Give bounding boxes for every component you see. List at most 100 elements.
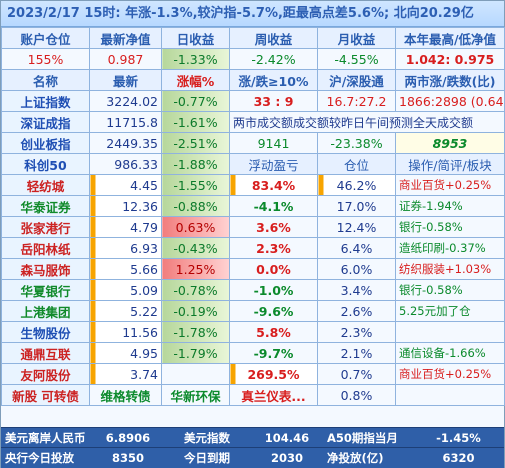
index-row-cyb[interactable]: 创业板指 2449.35 -2.51% 9141 -23.38% 8953 [1, 132, 505, 154]
stock-change: -1.55% [161, 174, 230, 196]
index-name[interactable]: 上证指数 [1, 90, 90, 112]
stock-position: 2.1% [317, 342, 396, 364]
header-cell: 最新 [89, 69, 162, 91]
stock-row[interactable]: 友阿股份 3.74 269.5% 0.7% 商业百货+0.25% [1, 363, 505, 385]
stock-name[interactable]: 华泰证券 [1, 195, 90, 217]
stock-pnl: -1.0% [229, 279, 318, 301]
newstock-item[interactable]: 华新环保 [161, 384, 230, 406]
header-cell: 周收益 [229, 27, 318, 49]
stock-change: -0.43% [161, 237, 230, 259]
newstock-position: 0.8% [317, 384, 396, 406]
account-values-row: 155% 0.987 -1.33% -2.42% -4.55% 1.042: 0… [1, 48, 505, 70]
stock-row[interactable]: 通鼎互联 4.95 -1.79% -9.7% 2.1% 通信设备-1.66% [1, 342, 505, 364]
monthly-return: -4.55% [317, 48, 396, 70]
stock-note: 商业百货+0.25% [395, 363, 505, 385]
stock-row[interactable]: 华夏银行 5.09 -0.78% -1.0% 3.4% 银行-0.58% [1, 279, 505, 301]
header-cell: 账户仓位 [1, 27, 90, 49]
stock-pnl: 5.8% [229, 321, 318, 343]
stock-row[interactable]: 轻纺城 4.45 -1.55% 83.4% 46.2% 商业百货+0.25% [1, 174, 505, 196]
net-injection-label: 净投放(亿) [327, 451, 384, 465]
header-cell: 最新净值 [89, 27, 162, 49]
stock-price: 4.79 [89, 216, 162, 238]
stock-position: 3.4% [317, 279, 396, 301]
newstock-row: 新股 可转债 维格转债 华新环保 真兰仪表... 0.8% [1, 384, 505, 406]
advance-decline: 1866:2898 (0.64) [395, 90, 505, 112]
stock-price: 3.74 [89, 363, 162, 385]
fx-value: 6.8906 [105, 431, 151, 445]
turnover-forecast: 8953 [395, 132, 505, 154]
stock-name[interactable]: 轻纺城 [1, 174, 90, 196]
index-row-sz[interactable]: 深证成指 11715.8 -1.61% 两市成交额成交额较昨日午间预测全天成交额 [1, 111, 505, 133]
stock-note: 银行-0.58% [395, 216, 505, 238]
header-cell: 名称 [1, 69, 90, 91]
stock-name[interactable]: 生物股份 [1, 321, 90, 343]
stock-change: 1.25% [161, 258, 230, 280]
stock-row[interactable]: 张家港行 4.79 0.63% 3.6% 12.4% 银行-0.58% [1, 216, 505, 238]
daily-return: -1.33% [161, 48, 230, 70]
header-cell: 涨/跌≥10% [229, 69, 318, 91]
stock-row[interactable]: 华泰证券 12.36 -0.88% -4.1% 17.0% 证券-1.94% [1, 195, 505, 217]
stock-note: 银行-0.58% [395, 279, 505, 301]
fx-label: 美元离岸人民币 [5, 431, 86, 445]
newstock-item[interactable]: 维格转债 [89, 384, 162, 406]
stock-note: 造纸印刷-0.37% [395, 237, 505, 259]
net-injection-value: 6320 [442, 451, 475, 465]
stock-position: 2.6% [317, 300, 396, 322]
index-name[interactable]: 深证成指 [1, 111, 90, 133]
index-change: -1.61% [161, 111, 230, 133]
stock-price: 5.22 [89, 300, 162, 322]
index-name[interactable]: 创业板指 [1, 132, 90, 154]
turnover-label: 两市成交额成交额较昨日午间预测全天成交额 [229, 111, 505, 133]
stock-row[interactable]: 生物股份 11.56 -1.78% 5.8% 2.3% [1, 321, 505, 343]
fx-bar: 美元离岸人民币 6.8906 美元指数 104.46 A50期指当月 -1.45… [1, 427, 504, 448]
dxy-value: 104.46 [264, 431, 310, 445]
stock-change: -1.79% [161, 342, 230, 364]
stock-price: 5.09 [89, 279, 162, 301]
northbound: 16.7:27.2 [317, 90, 396, 112]
stock-note: 5.25元加了仓 [395, 300, 505, 322]
stock-position: 6.4% [317, 237, 396, 259]
maturity-label: 今日到期 [184, 451, 230, 465]
index-latest: 986.33 [89, 153, 162, 175]
stock-pnl: 0.0% [229, 258, 318, 280]
stock-name[interactable]: 华夏银行 [1, 279, 90, 301]
pboc-label: 央行今日投放 [5, 451, 74, 465]
stock-price: 4.45 [89, 174, 162, 196]
newstock-item[interactable]: 真兰仪表... [229, 384, 318, 406]
index-row-sh[interactable]: 上证指数 3224.02 -0.77% 33 : 9 16.7:27.2 186… [1, 90, 505, 112]
index-row-kc50[interactable]: 科创50 986.33 -1.88% 浮动盈亏 仓位 操作/简评/板块 [1, 153, 505, 175]
stock-row[interactable]: 岳阳林纸 6.93 -0.43% 2.3% 6.4% 造纸印刷-0.37% [1, 237, 505, 259]
pboc-value: 8350 [111, 451, 144, 465]
position-value: 155% [1, 48, 90, 70]
turnover-total: 9141 [229, 132, 318, 154]
index-latest: 2449.35 [89, 132, 162, 154]
stock-position: 46.2% [317, 174, 396, 196]
stock-pnl: -9.7% [229, 342, 318, 364]
stock-position: 2.3% [317, 321, 396, 343]
stock-change: -0.88% [161, 195, 230, 217]
stock-note [395, 321, 505, 343]
stock-name[interactable]: 岳阳林纸 [1, 237, 90, 259]
dxy-label: 美元指数 [184, 431, 230, 445]
maturity-value: 2030 [270, 451, 303, 465]
stock-row[interactable]: 森马服饰 5.66 1.25% 0.0% 6.0% 纺织服装+1.03% [1, 258, 505, 280]
stock-name[interactable]: 森马服饰 [1, 258, 90, 280]
stock-name[interactable]: 通鼎互联 [1, 342, 90, 364]
header-cell: 涨幅% [161, 69, 230, 91]
header-cell: 两市涨/跌数(比) [395, 69, 505, 91]
stock-name[interactable]: 张家港行 [1, 216, 90, 238]
stock-price: 12.36 [89, 195, 162, 217]
stock-name[interactable]: 上港集团 [1, 300, 90, 322]
index-name[interactable]: 科创50 [1, 153, 90, 175]
stock-price: 5.66 [89, 258, 162, 280]
header-cell: 月收益 [317, 27, 396, 49]
stock-price: 4.95 [89, 342, 162, 364]
stock-pnl: 3.6% [229, 216, 318, 238]
stock-change [161, 363, 230, 385]
stock-change: -0.78% [161, 279, 230, 301]
stock-name[interactable]: 友阿股份 [1, 363, 90, 385]
year-high-low: 1.042: 0.975 [395, 48, 505, 70]
header-cell: 沪/深股通 [317, 69, 396, 91]
stock-row[interactable]: 上港集团 5.22 -0.19% -9.6% 2.6% 5.25元加了仓 [1, 300, 505, 322]
